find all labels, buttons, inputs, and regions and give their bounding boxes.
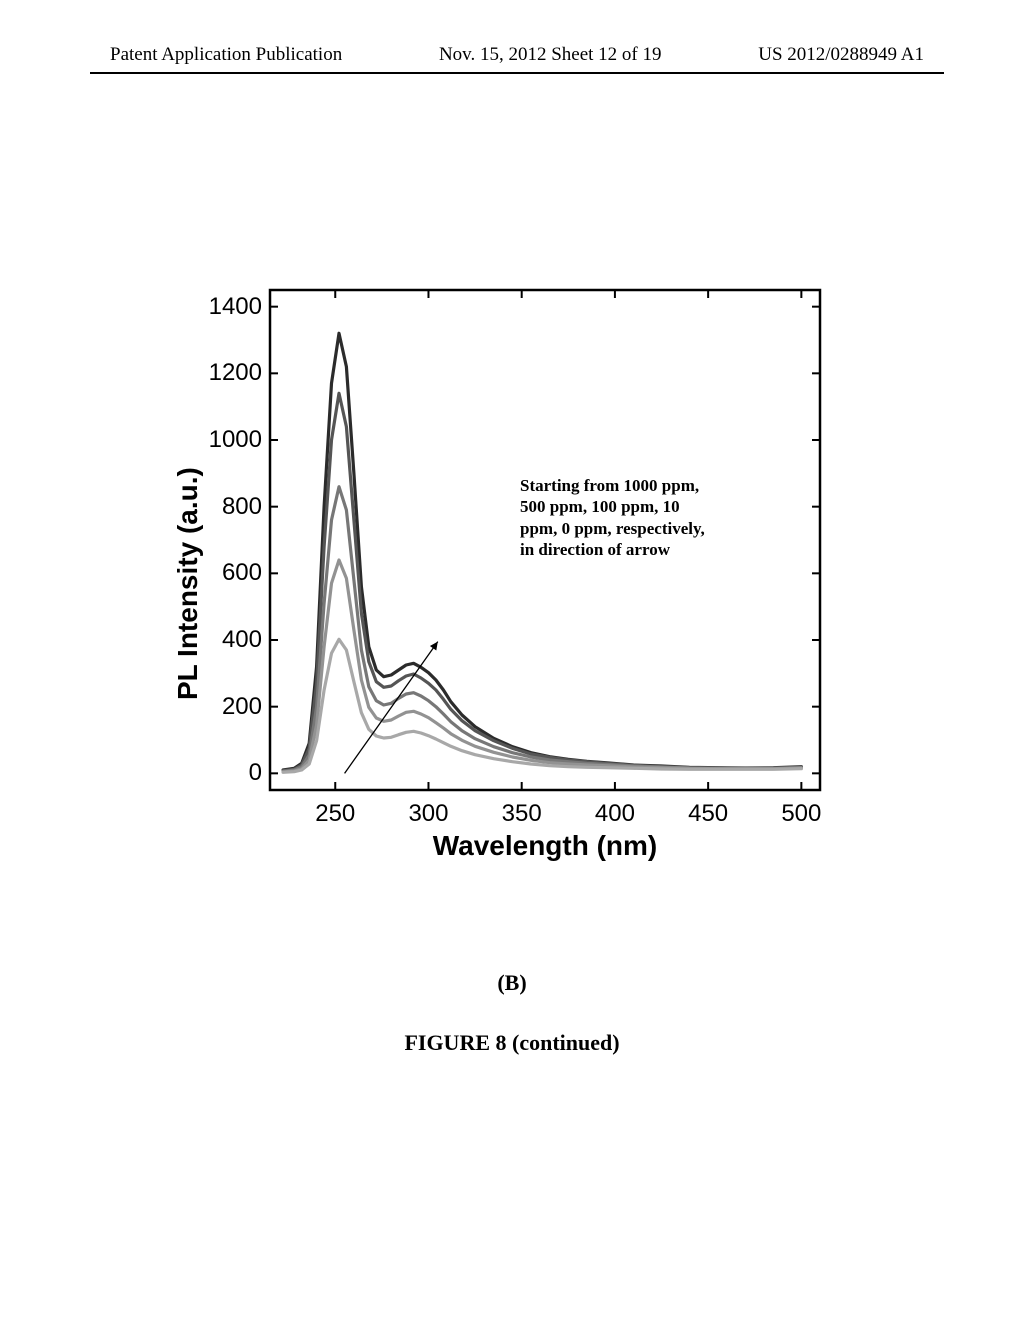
y-tick-label: 1400 <box>198 293 262 321</box>
chart-annotation: Starting from 1000 ppm, 500 ppm, 100 ppm… <box>520 475 705 560</box>
header-rule <box>90 72 944 74</box>
x-tick-label: 250 <box>310 800 360 828</box>
chart-container: PL Intensity (a.u.) Wavelength (nm) 0200… <box>150 280 870 900</box>
x-axis-label: Wavelength (nm) <box>270 830 820 862</box>
y-tick-label: 800 <box>198 493 262 521</box>
y-tick-label: 200 <box>198 693 262 721</box>
header-left: Patent Application Publication <box>110 44 342 66</box>
y-tick-label: 0 <box>198 759 262 787</box>
header-center: Nov. 15, 2012 Sheet 12 of 19 <box>439 44 662 66</box>
y-tick-label: 400 <box>198 626 262 654</box>
x-tick-label: 500 <box>776 800 826 828</box>
y-tick-label: 600 <box>198 559 262 587</box>
page-header: Patent Application Publication Nov. 15, … <box>0 44 1024 66</box>
x-tick-label: 400 <box>590 800 640 828</box>
annotation-line: 500 ppm, 100 ppm, 10 <box>520 496 705 517</box>
x-tick-label: 350 <box>497 800 547 828</box>
annotation-line: Starting from 1000 ppm, <box>520 475 705 496</box>
annotation-line: ppm, 0 ppm, respectively, <box>520 518 705 539</box>
figure-caption: FIGURE 8 (continued) <box>0 1030 1024 1056</box>
annotation-line: in direction of arrow <box>520 539 705 560</box>
panel-label: (B) <box>0 970 1024 996</box>
y-tick-label: 1200 <box>198 359 262 387</box>
x-tick-label: 450 <box>683 800 733 828</box>
y-tick-label: 1000 <box>198 426 262 454</box>
x-tick-label: 300 <box>403 800 453 828</box>
header-right: US 2012/0288949 A1 <box>758 44 924 66</box>
